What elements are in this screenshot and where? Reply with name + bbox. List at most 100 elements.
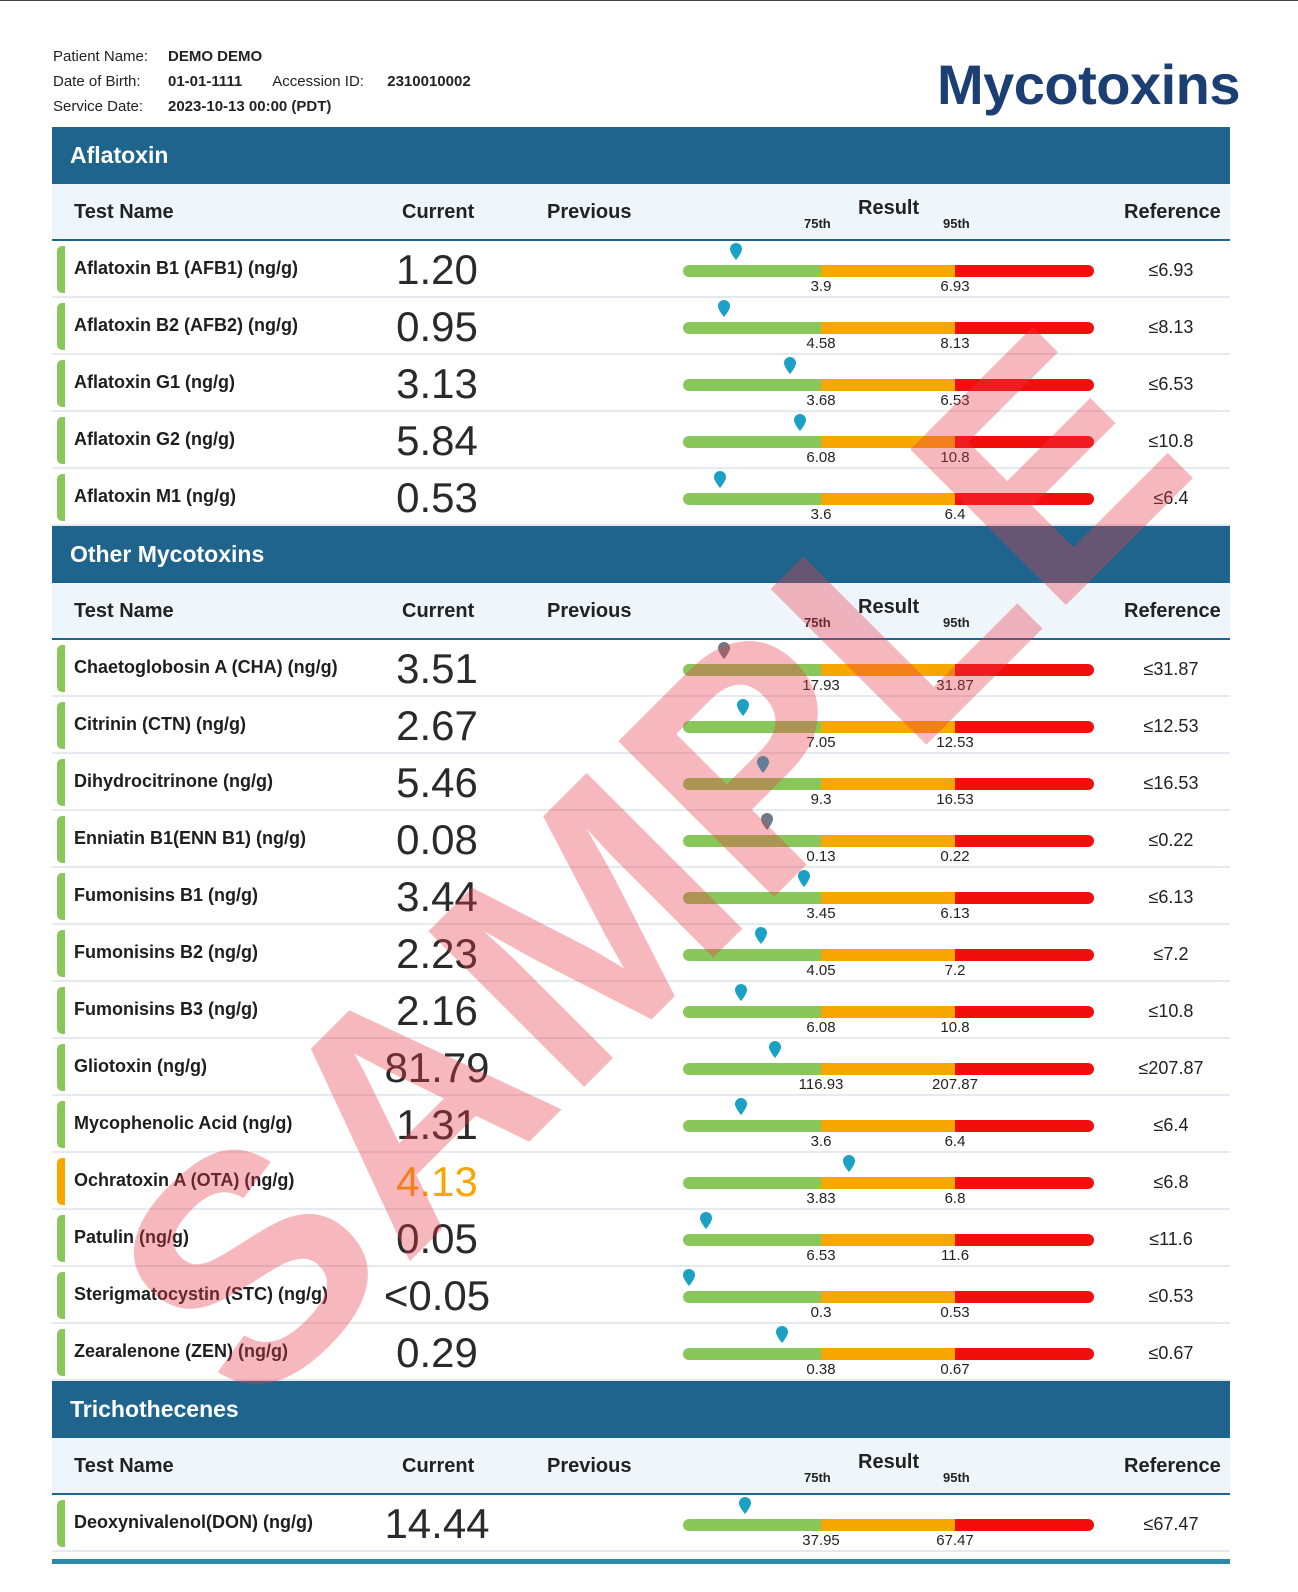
gauge-red-segment [955,265,1094,277]
reference-range: ≤207.87 [1138,1058,1204,1078]
status-flag [57,759,65,806]
reference-range: ≤8.13 [1148,317,1194,337]
gauge-green-segment [683,1120,821,1132]
column-test-name: Test Name [74,201,174,223]
result-gauge: 6.08 10.8 [683,982,1094,1037]
reference-range: ≤0.53 [1148,1286,1194,1306]
column-test-name: Test Name [74,1455,174,1477]
gauge-95th-value: 8.13 [940,335,970,352]
gauge-75th-value: 3.45 [806,905,836,922]
gauge-orange-segment [821,892,955,904]
current-value: <0.05 [383,1272,491,1319]
gauge-95th-value: 6.13 [940,905,970,922]
test-name: Aflatoxin G2 (ng/g) [74,429,235,449]
marker-pin-icon [717,642,731,659]
current-value: 2.23 [396,930,478,977]
gauge-95th-value: 67.47 [936,1532,974,1549]
gauge-75th-value: 3.83 [806,1190,836,1207]
gauge-95th-value: 6.93 [940,278,970,295]
test-name: Citrinin (CTN) (ng/g) [74,714,246,734]
gauge-green-segment [683,493,821,505]
gauge-75th-value: 9.3 [810,791,832,808]
table-row: Citrinin (CTN) (ng/g) 2.67 7.05 12.53 ≤12.53 [52,697,1230,754]
marker-pin-icon [734,984,748,1001]
current-value: 4.13 [396,1158,478,1205]
current-value: 3.13 [396,360,478,407]
table-row: Enniatin B1(ENN B1) (ng/g) 0.08 0.13 0.22 ≤0… [52,811,1230,868]
result-gauge: 7.05 12.53 [683,697,1094,752]
reference-range: ≤6.13 [1148,887,1194,907]
status-flag [57,360,65,407]
gauge-75th-value: 4.05 [806,962,836,979]
status-flag [57,930,65,977]
marker-pin-icon [797,870,811,887]
gauge-95th-value: 6.4 [944,1133,966,1150]
service-date-value: 2023-10-13 00:00 (PDT) [168,98,332,115]
report-title: Mycotoxins [936,53,1241,116]
test-name: Fumonisins B1 (ng/g) [74,885,258,905]
marker-pin-icon [699,1212,713,1229]
reference-range: ≤67.47 [1143,1514,1199,1534]
column-result: Result [858,1451,920,1473]
gauge-green-segment [683,1234,821,1246]
gauge-green-segment [683,379,821,391]
service-date-row: Service Date: 2023-10-13 00:00 (PDT) [53,94,471,119]
column-header-row: Test Name Current Previous Result 75th 95th Re… [52,1438,1230,1495]
result-gauge: 17.93 31.87 [683,640,1094,695]
marker-pin-icon [775,1326,789,1343]
status-flag [57,1158,65,1205]
test-name: Dihydrocitrinone (ng/g) [74,771,273,791]
current-value: 14.44 [384,1500,490,1547]
gauge-red-segment [955,436,1094,448]
gauge-75th-value: 6.08 [806,449,836,466]
status-flag [57,816,65,863]
gauge-orange-segment [821,664,955,676]
table-row: Aflatoxin B1 (AFB1) (ng/g) 1.20 3.9 6.93 ≤6.… [52,241,1230,298]
gauge-95th-value: 0.53 [940,1304,970,1321]
marker-pin-icon [738,1497,752,1514]
column-test-name: Test Name [74,600,174,622]
current-value: 3.51 [396,645,478,692]
gauge-green-segment [683,1348,821,1360]
gauge-red-segment [955,1120,1094,1132]
reference-range: ≤12.53 [1143,716,1199,736]
table-row: Aflatoxin M1 (ng/g) 0.53 3.6 6.4 ≤6.4 [52,469,1230,526]
status-flag [57,1101,65,1148]
marker-pin-icon [768,1041,782,1058]
marker-pin-icon [756,756,770,773]
column-reference: Reference [1124,201,1221,223]
test-name: Chaetoglobosin A (CHA) (ng/g) [74,657,338,677]
column-95th: 95th [943,216,970,231]
table-row: Gliotoxin (ng/g) 81.79 116.93 207.87 ≤207.87 [52,1039,1230,1096]
gauge-95th-value: 16.53 [936,791,974,808]
gauge-orange-segment [821,493,955,505]
gauge-orange-segment [821,1177,955,1189]
gauge-95th-value: 6.4 [944,506,966,523]
status-flag [57,1329,65,1376]
dob-value: 01-01-1111 [168,73,243,90]
column-current: Current [402,1455,475,1477]
test-name: Mycophenolic Acid (ng/g) [74,1113,293,1133]
reference-range: ≤6.4 [1153,488,1189,508]
gauge-red-segment [955,949,1094,961]
marker-pin-icon [729,243,743,260]
gauge-95th-value: 207.87 [932,1076,978,1093]
dob-label: Date of Birth: [53,73,141,90]
gauge-red-segment [955,1291,1094,1303]
gauge-95th-value: 0.67 [940,1361,970,1378]
current-value: 0.53 [396,474,478,521]
accession-value: 2310010002 [387,73,471,90]
gauge-75th-value: 6.53 [806,1247,836,1264]
gauge-red-segment [955,1063,1094,1075]
patient-info: Patient Name: DEMO DEMO Date of Birth: 0… [53,44,471,119]
gauge-orange-segment [821,1234,955,1246]
status-flag [57,702,65,749]
status-flag [57,1044,65,1091]
bottom-border [52,1559,1230,1564]
current-value: 1.20 [396,246,478,293]
marker-pin-icon [717,300,731,317]
table-row: Fumonisins B1 (ng/g) 3.44 3.45 6.13 ≤6.13 [52,868,1230,925]
gauge-orange-segment [821,949,955,961]
gauge-75th-value: 0.13 [806,848,836,865]
table-row: Fumonisins B3 (ng/g) 2.16 6.08 10.8 ≤10.8 [52,982,1230,1039]
